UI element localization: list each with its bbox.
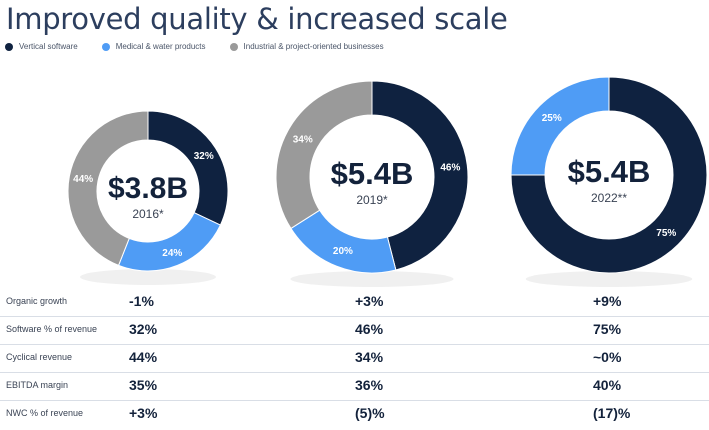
stat-value-2016: 44% [129,349,158,365]
stat-value-2019: 46% [355,321,384,337]
legend-item-vertical-software: Vertical software [5,42,78,51]
donut-chart-0: 32% 24% 44% $3.8B 2016* [67,110,229,285]
stat-value-2019: 36% [355,377,384,393]
donut-slice [275,80,373,230]
stat-row-organic-growth: Organic growth -1% +3% +9% [0,289,709,317]
stat-value-2022: ~0% [593,349,622,365]
legend-swatch [5,42,13,51]
donut-chart-1: 46% 20% 34% $5.4B 2019* [275,80,469,287]
slice-label: 32% [194,151,214,162]
page-title: Improved quality & increased scale [6,2,508,36]
stat-value-2016: 32% [129,321,158,337]
stat-value-2016: -1% [129,293,154,309]
donut-center-label: 2022** [591,191,627,205]
stat-value-2022: (17)% [593,405,631,421]
stat-row-cyclical-revenue: Cyclical revenue 44% 34% ~0% [0,345,709,373]
slice-label: 46% [440,163,460,174]
legend-label: Vertical software [19,42,78,51]
slice-label: 44% [73,174,93,185]
stat-row-nwc-revenue: NWC % of revenue +3% (5)% (17)% [0,401,709,428]
legend-item-medical-water: Medical & water products [101,42,206,51]
stat-value-2016: 35% [129,377,158,393]
donut-slice [290,209,397,274]
stat-value-2016: +3% [129,405,158,421]
donut-center-label: 2016* [132,207,164,221]
stat-label: Software % of revenue [6,324,98,334]
donut-center-value: $5.4B [331,156,414,191]
donut-slice [117,212,222,272]
stat-value-2022: +9% [593,293,622,309]
donut-slice [371,80,469,271]
stat-value-2022: 75% [593,321,622,337]
slice-label: 25% [542,113,562,124]
donut-shadow [80,269,216,285]
donut-shadow [525,271,693,287]
legend-swatch [101,42,110,51]
donut-center-value: $3.8B [108,172,188,205]
stat-label: Organic growth [6,296,68,306]
stats-table: Organic growth -1% +3% +9% Software % of… [0,289,709,428]
stat-value-2019: (5)% [355,405,385,421]
slice-label: 20% [333,246,353,257]
legend-swatch [229,42,238,51]
legend: Vertical software Medical & water produc… [5,42,408,51]
stat-value-2019: 34% [355,349,384,365]
donut-center-value: $5.4B [568,154,651,189]
stat-value-2019: +3% [355,293,384,309]
donut-center-label: 2019* [356,193,388,207]
donut-slice [510,76,708,274]
stat-value-2022: 40% [593,377,622,393]
legend-item-industrial: Industrial & project-oriented businesses [229,42,384,51]
donut-shadow [290,271,454,287]
legend-label: Industrial & project-oriented businesses [243,42,384,51]
stat-row-software-revenue: Software % of revenue 32% 46% 75% [0,317,709,345]
slice-label: 34% [293,134,313,145]
stat-row-ebitda-margin: EBITDA margin 35% 36% 40% [0,373,709,401]
stat-label: NWC % of revenue [6,408,84,418]
legend-label: Medical & water products [115,42,206,51]
donut-slice [510,76,610,176]
donut-charts-svg: 32% 24% 44% $3.8B 2016* 46% 20% 34% $5.4B 2019* 75… [67,76,708,287]
donut-charts: 32% 24% 44% $3.8B 2016* 46% 20% 34% $5.4B 2019* 75… [0,66,709,288]
donut-chart-2: 75% 25% $5.4B 2022** [510,76,708,287]
slice-label: 24% [162,248,182,259]
donut-slice [67,110,149,267]
slice-label: 75% [656,228,676,239]
stat-label: EBITDA margin [6,380,69,390]
stat-label: Cyclical revenue [6,352,73,362]
